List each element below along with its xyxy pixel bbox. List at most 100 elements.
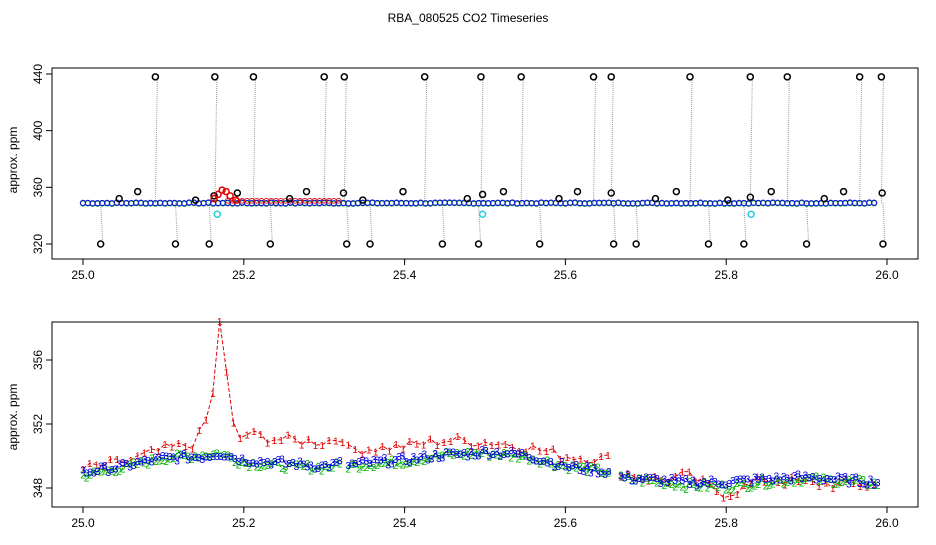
- series-1-marker: 1: [857, 482, 863, 493]
- red-spike-point: [232, 196, 240, 204]
- series-3-marker: 3: [319, 460, 325, 471]
- series-1-marker: 1: [741, 481, 747, 492]
- series-2-marker: 2: [577, 462, 583, 473]
- series-2-marker: 2: [356, 465, 362, 476]
- series-3-marker: 3: [91, 468, 97, 479]
- series-2-marker: 2: [432, 449, 438, 460]
- black-near-point: [839, 187, 848, 196]
- series-1-marker: 1: [714, 487, 720, 498]
- series-1-marker: 1: [217, 317, 223, 328]
- series-2-marker: 2: [469, 451, 475, 462]
- series-2-marker: 2: [134, 460, 140, 471]
- series-2-marker: 2: [599, 469, 605, 480]
- series-2-marker: 2: [207, 452, 213, 463]
- black-near-point: [399, 187, 407, 196]
- series-1-line: [348, 435, 609, 464]
- series-2-marker: 2: [400, 460, 406, 471]
- series-1-marker: 1: [796, 477, 802, 488]
- series-3-marker: 3: [250, 459, 256, 470]
- series-1-marker: 1: [272, 436, 278, 447]
- series-1-marker: 1: [87, 459, 93, 470]
- series-2-marker: 2: [312, 464, 318, 475]
- series-2-marker: 2: [832, 480, 838, 491]
- series-1-marker: 1: [775, 478, 781, 489]
- series-3-marker: 3: [497, 451, 503, 462]
- series-2-marker: 2: [566, 466, 572, 477]
- series-3-marker: 3: [803, 470, 809, 481]
- red-spike-point: [222, 187, 230, 196]
- series-2-marker: 2: [719, 480, 725, 491]
- series-3-marker: 3: [566, 463, 572, 474]
- series-2-marker: 2: [116, 467, 122, 478]
- series-3-marker: 3: [759, 472, 765, 483]
- black-outliers-high-point: [855, 73, 864, 81]
- series-2-marker: 2: [142, 459, 148, 470]
- series-3-marker: 3: [842, 472, 848, 483]
- series-2-marker: 2: [595, 463, 601, 474]
- chart-title: RBA_080525 CO2 Timeseries: [388, 11, 549, 25]
- outlier-connector: [539, 202, 543, 245]
- series-2-marker: 2: [723, 486, 729, 497]
- series-1-marker: 1: [142, 448, 148, 459]
- outlier-connector: [346, 202, 350, 245]
- series-2-marker: 2: [98, 467, 104, 478]
- series-2-marker: 2: [319, 467, 325, 478]
- black-outliers-high-point: [877, 73, 886, 81]
- outlier-connector: [369, 202, 373, 245]
- series-3-marker: 3: [853, 472, 859, 483]
- series-2-marker: 2: [672, 483, 678, 494]
- series-1-marker: 1: [469, 442, 475, 453]
- series-3-marker: 3: [337, 456, 343, 467]
- series-1-marker: 1: [523, 448, 529, 459]
- series-3-marker: 3: [131, 461, 137, 472]
- series-3-marker: 3: [315, 464, 321, 475]
- series-2-marker: 2: [333, 458, 339, 469]
- series-3-marker: 3: [134, 457, 140, 468]
- series-1-marker: 1: [299, 441, 305, 452]
- series-2-marker: 2: [472, 448, 478, 459]
- series-2-marker: 2: [806, 473, 812, 484]
- black-near-point: [210, 192, 218, 200]
- series-3-marker: 3: [727, 479, 733, 490]
- outlier-connector: [708, 202, 712, 245]
- series-3-marker: 3: [156, 452, 162, 463]
- series-2-marker: 2: [669, 480, 675, 491]
- black-outliers-low-point: [474, 240, 483, 248]
- series-1-marker: 1: [693, 477, 699, 488]
- top-x-tick-label: 25.8: [715, 268, 739, 282]
- series-2-marker: 2: [279, 464, 285, 475]
- series-1-marker: 1: [366, 446, 372, 457]
- series-1-marker: 1: [809, 477, 815, 488]
- series-3-marker: 3: [389, 460, 395, 471]
- series-3-marker: 3: [425, 456, 431, 467]
- series-2-marker: 2: [629, 476, 635, 487]
- cyan-dips-point: [478, 210, 487, 218]
- series-2-marker: 2: [705, 484, 711, 495]
- black-near-point: [115, 194, 123, 203]
- outlier-connector: [478, 202, 482, 245]
- series-1-marker: 1: [598, 452, 604, 463]
- series-3-marker: 3: [534, 457, 540, 468]
- series-1-marker: 1: [326, 436, 332, 447]
- series-2-marker: 2: [447, 449, 453, 460]
- outlier-connector: [635, 202, 639, 245]
- series-3-marker: 3: [422, 449, 428, 460]
- series-3-marker: 3: [584, 461, 590, 472]
- series-3-marker: 3: [290, 458, 296, 469]
- series-1-marker: 1: [114, 455, 120, 466]
- series-3-marker: 3: [294, 462, 300, 473]
- series-2-marker: 2: [239, 458, 245, 469]
- series-1-marker: 1: [203, 416, 209, 427]
- series-2-marker: 2: [414, 458, 420, 469]
- series-2-marker: 2: [810, 473, 816, 484]
- series-2-marker: 2: [701, 478, 707, 489]
- series-2-marker: 2: [712, 481, 718, 492]
- series-3-marker: 3: [756, 475, 762, 486]
- series-2-marker: 2: [214, 449, 220, 460]
- black-near-point: [191, 196, 200, 204]
- series-2-marker: 2: [454, 448, 460, 459]
- series-3-marker: 3: [570, 461, 576, 472]
- series-1-marker: 1: [306, 435, 312, 446]
- top-y-tick-label: 320: [31, 234, 45, 254]
- red-spike-point: [214, 190, 222, 199]
